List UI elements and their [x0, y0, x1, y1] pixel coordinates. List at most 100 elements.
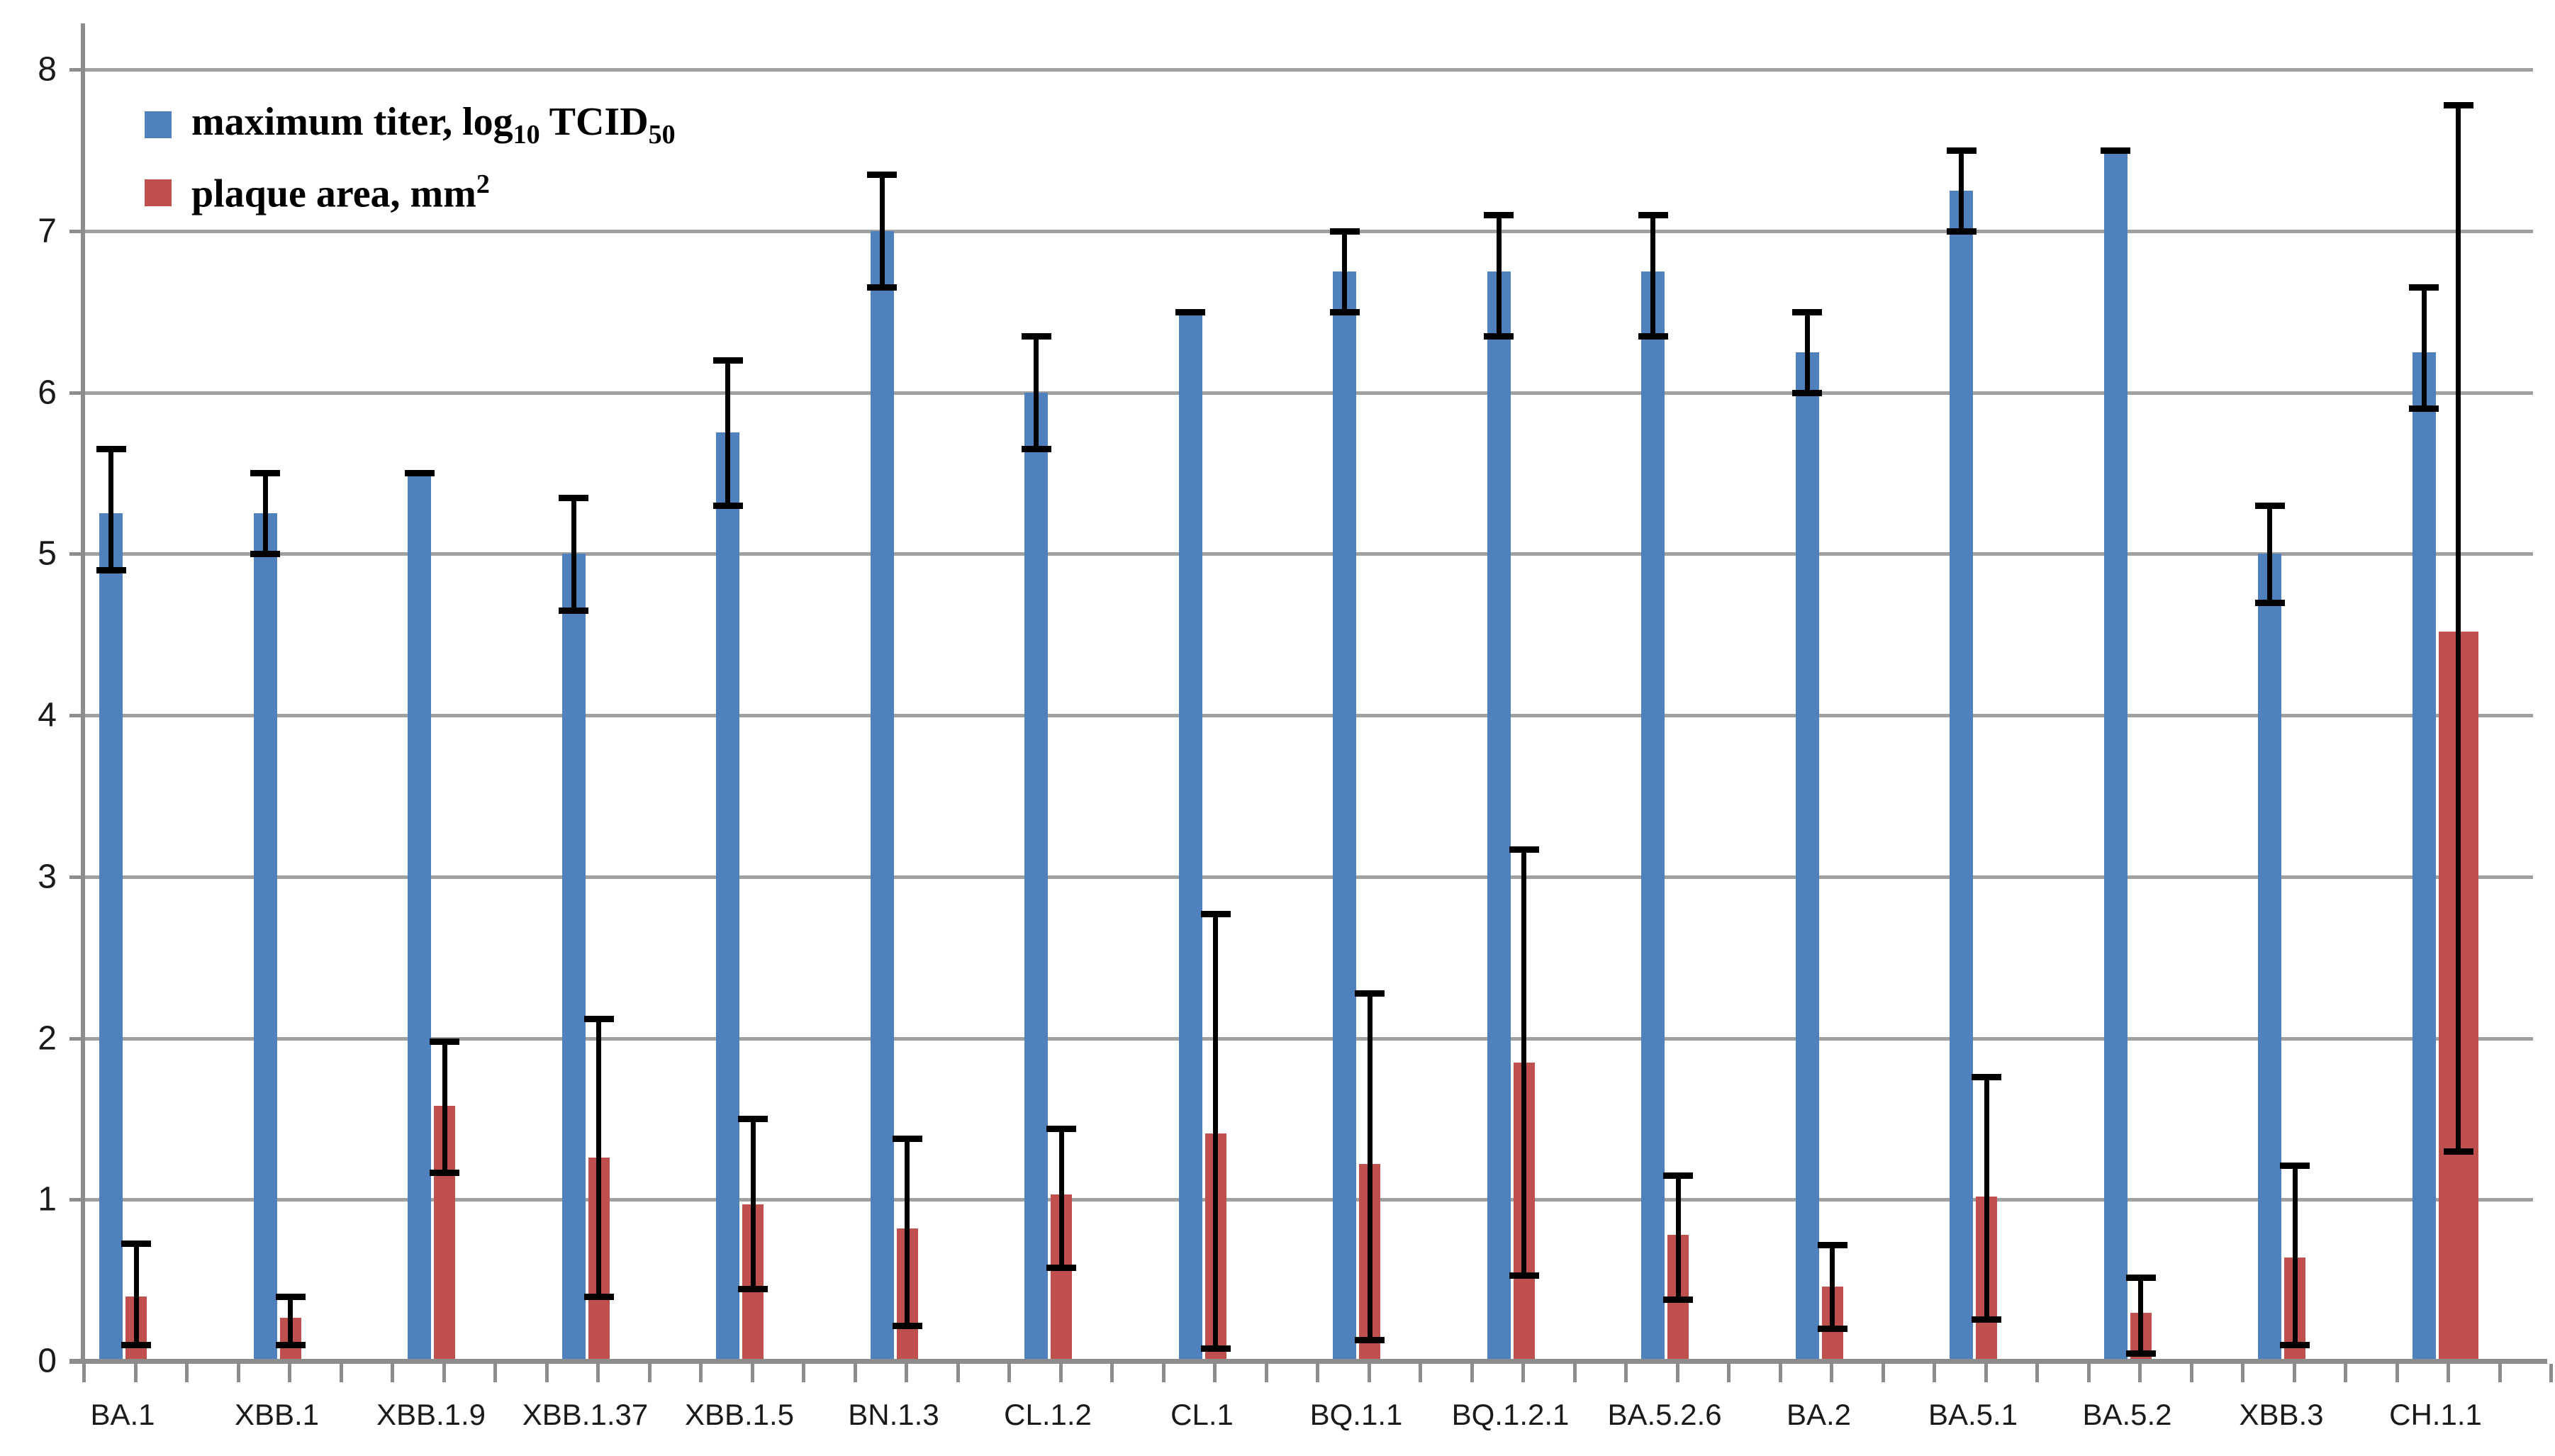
y-axis-label-2: 2 — [38, 1019, 57, 1057]
y-axis-label-3: 3 — [38, 858, 57, 896]
x-axis-minor-tick — [802, 1364, 805, 1382]
error-cap-bottom-titer-BQ.1.1 — [1329, 308, 1360, 315]
error-bar-titer-BA.5.2.6 — [1650, 214, 1655, 336]
error-cap-bottom-plaque-BN.1.3 — [892, 1322, 922, 1329]
error-bar-titer-XBB.3 — [2267, 505, 2272, 603]
gridline-y1 — [84, 1198, 2533, 1202]
x-axis-minor-tick — [1727, 1364, 1731, 1382]
x-axis-minor-tick — [2549, 1364, 2553, 1382]
y-axis-tick-7 — [69, 229, 84, 233]
y-axis-tick-3 — [69, 875, 84, 879]
legend-swatch-icon — [145, 111, 172, 139]
x-axis-minor-tick — [493, 1364, 497, 1382]
error-cap-bottom-titer-XBB.1 — [250, 551, 280, 558]
error-cap-bottom-titer-BA.1 — [96, 567, 126, 574]
x-axis-minor-tick — [133, 1364, 138, 1382]
legend-label: maximum titer, log10 TCID50 — [191, 100, 676, 150]
error-cap-bottom-plaque-BA.5.2 — [2125, 1350, 2156, 1357]
x-axis-label-CL.1.2: CL.1.2 — [1004, 1398, 1092, 1431]
x-axis-minor-tick — [339, 1364, 343, 1382]
bar-titer-BQ.1.2.1 — [1487, 271, 1511, 1359]
error-cap-top-titer-CL.1.2 — [1021, 332, 1051, 340]
error-cap-top-titer-BN.1.3 — [867, 172, 897, 179]
error-cap-top-titer-BA.5.2 — [2101, 147, 2130, 154]
error-cap-top-plaque-BA.5.2 — [2125, 1274, 2156, 1281]
x-axis-minor-tick — [853, 1364, 857, 1382]
x-axis-label-BA.2: BA.2 — [1786, 1398, 1852, 1431]
x-axis-minor-tick — [1110, 1364, 1114, 1382]
x-axis-minor-tick — [185, 1364, 189, 1382]
x-axis-label-BA.1: BA.1 — [90, 1398, 155, 1431]
x-axis-minor-tick — [2447, 1364, 2450, 1382]
x-axis-minor-tick — [2292, 1364, 2296, 1382]
error-cap-top-titer-CH.1.1 — [2409, 284, 2439, 291]
error-bar-titer-BQ.1.1 — [1342, 230, 1347, 312]
x-axis-minor-tick — [1933, 1364, 1936, 1382]
x-axis-minor-tick — [750, 1364, 754, 1382]
error-cap-bottom-plaque-CL.1.2 — [1046, 1264, 1076, 1271]
y-axis-label-0: 0 — [38, 1342, 57, 1380]
x-axis-minor-tick — [2498, 1364, 2502, 1382]
x-axis-minor-tick — [1367, 1364, 1371, 1382]
x-axis-minor-tick — [1007, 1364, 1011, 1382]
error-cap-bottom-plaque-BQ.1.1 — [1355, 1337, 1385, 1344]
error-cap-bottom-titer-BA.5.1 — [1946, 228, 1977, 235]
error-cap-bottom-titer-XBB.3 — [2254, 599, 2285, 606]
x-axis-minor-tick — [1213, 1364, 1217, 1382]
x-axis-minor-tick — [956, 1364, 960, 1382]
x-axis-label-XBB.1.9: XBB.1.9 — [376, 1398, 486, 1431]
error-cap-bottom-titer-CH.1.1 — [2409, 405, 2439, 413]
error-bar-plaque-BA.5.1 — [1984, 1077, 1989, 1319]
bar-titer-XBB.1.5 — [716, 432, 739, 1359]
error-bar-plaque-BA.1 — [133, 1243, 139, 1345]
x-axis-label-BA.5.1: BA.5.1 — [1928, 1398, 2018, 1431]
gridline-y6 — [84, 391, 2533, 395]
error-cap-top-plaque-BA.1 — [121, 1240, 151, 1247]
error-cap-bottom-plaque-BA.2 — [1817, 1326, 1847, 1333]
error-bar-plaque-XBB.1 — [288, 1296, 293, 1345]
error-bar-plaque-BA.5.2.6 — [1675, 1175, 1681, 1300]
x-axis-minor-tick — [1521, 1364, 1525, 1382]
error-cap-bottom-plaque-CH.1.1 — [2443, 1148, 2473, 1155]
gridline-y5 — [84, 552, 2533, 556]
x-axis-minor-tick — [2086, 1364, 2091, 1382]
x-axis-minor-tick — [905, 1364, 908, 1382]
legend-label: plaque area, mm2 — [191, 169, 490, 216]
x-axis-minor-tick — [236, 1364, 240, 1382]
error-bar-plaque-CL.1 — [1213, 914, 1218, 1348]
x-axis-label-XBB.3: XBB.3 — [2239, 1398, 2324, 1431]
error-cap-top-plaque-BN.1.3 — [892, 1135, 922, 1142]
gridline-y7 — [84, 229, 2533, 233]
legend-swatch-icon — [145, 179, 172, 206]
error-bar-titer-XBB.1.5 — [725, 359, 730, 505]
bar-titer-XBB.1 — [253, 513, 277, 1359]
error-bar-plaque-XBB.1.9 — [442, 1041, 447, 1172]
x-axis-label-XBB.1: XBB.1 — [234, 1398, 320, 1431]
bar-titer-BA.5.2 — [2103, 150, 2128, 1359]
gridline-y8 — [84, 68, 2533, 72]
x-axis-minor-tick — [1316, 1364, 1319, 1382]
error-bar-plaque-BN.1.3 — [905, 1138, 910, 1326]
bar-titer-CL.1.2 — [1024, 392, 1048, 1359]
bar-titer-CH.1.1 — [2412, 352, 2436, 1359]
error-cap-bottom-plaque-BQ.1.2.1 — [1509, 1272, 1539, 1279]
error-cap-top-titer-XBB.1.9 — [404, 470, 435, 477]
error-cap-bottom-titer-CL.1.2 — [1021, 446, 1051, 453]
error-bar-plaque-CH.1.1 — [2456, 105, 2461, 1151]
x-axis-minor-tick — [391, 1364, 394, 1382]
error-bar-titer-BA.5.1 — [1959, 150, 1964, 231]
bar-titer-XBB.1.9 — [408, 473, 431, 1359]
x-axis-label-CH.1.1: CH.1.1 — [2389, 1398, 2482, 1431]
error-bar-titer-CL.1.2 — [1034, 335, 1039, 449]
error-cap-bottom-titer-BN.1.3 — [867, 284, 897, 291]
error-cap-top-titer-CL.1 — [1175, 308, 1205, 315]
error-cap-top-plaque-BA.2 — [1817, 1242, 1847, 1249]
bar-titer-XBB.1.37 — [561, 554, 586, 1359]
x-axis-minor-tick — [82, 1364, 86, 1382]
gridline-y3 — [84, 875, 2533, 879]
x-axis-minor-tick — [1881, 1364, 1885, 1382]
bar-titer-XBB.3 — [2258, 554, 2281, 1359]
error-bar-plaque-XBB.1.37 — [596, 1019, 601, 1297]
bar-titer-BN.1.3 — [870, 230, 894, 1359]
